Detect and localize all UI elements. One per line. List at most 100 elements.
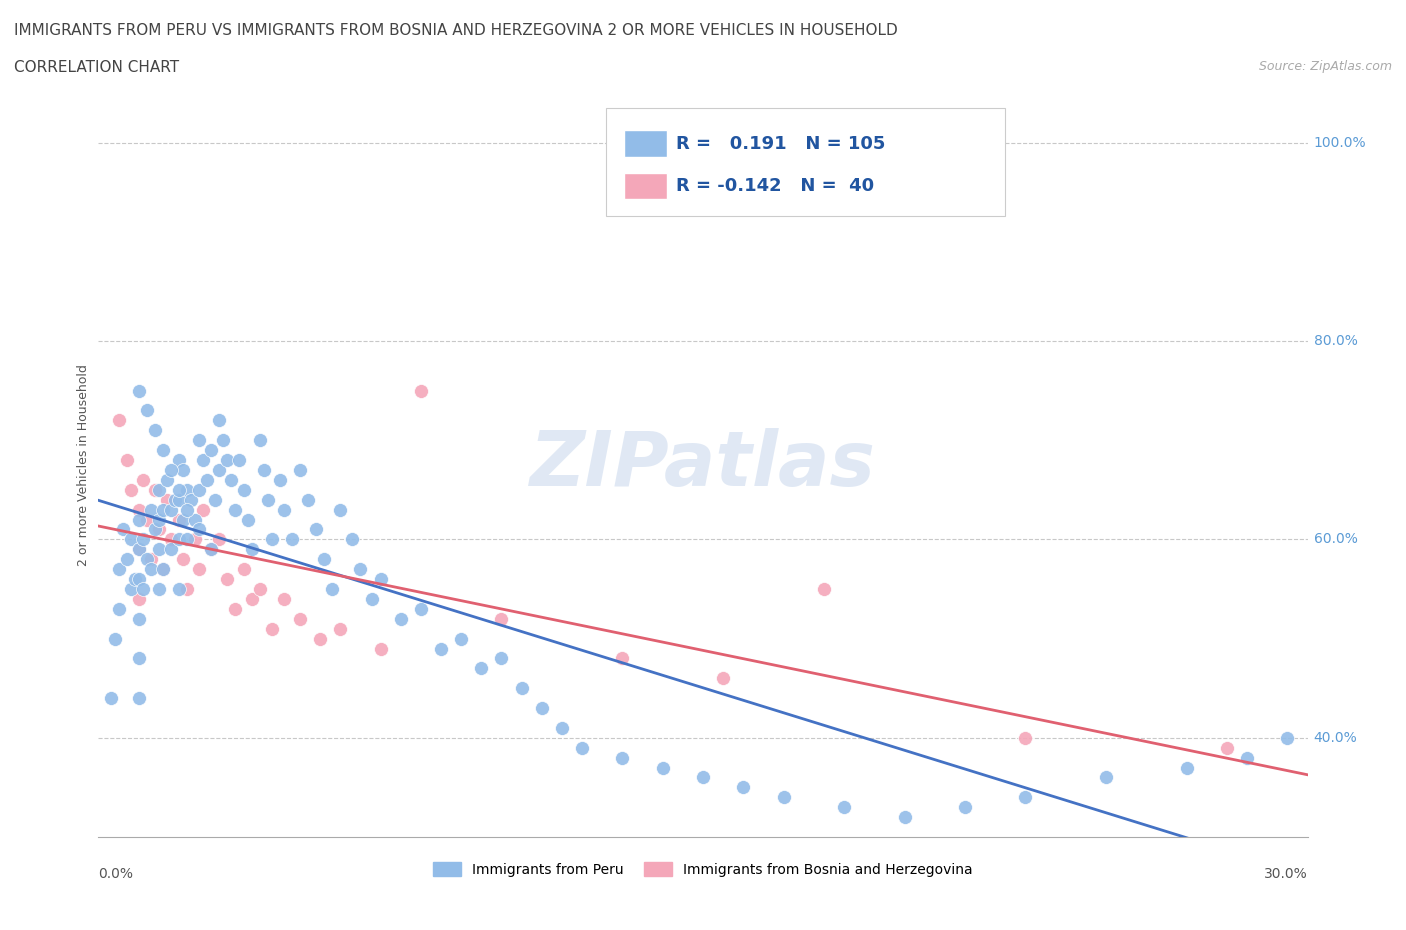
Point (163, 492, 186, 507)
Legend: Immigrants from Peru, Immigrants from Bosnia and Herzegovina: Immigrants from Peru, Immigrants from Bo… (427, 857, 979, 883)
Point (309, 631, 332, 646)
Point (128, 502, 150, 517)
Text: 40.0%: 40.0% (1313, 731, 1357, 745)
Point (288, 462, 311, 477)
Point (329, 502, 352, 517)
Point (240, 591, 263, 606)
Bar (624, 130, 666, 157)
Point (128, 691, 150, 706)
Point (430, 641, 453, 656)
Point (100, 691, 122, 706)
Point (111, 522, 134, 537)
Text: 100.0%: 100.0% (1313, 136, 1367, 150)
Point (236, 512, 259, 527)
Point (193, 502, 215, 517)
Point (893, 810, 915, 825)
Point (228, 453, 250, 468)
Point (193, 453, 215, 468)
Point (132, 532, 155, 547)
Point (128, 651, 150, 666)
Point (167, 581, 190, 596)
Point (253, 462, 276, 477)
Point (612, 651, 634, 666)
Text: 0.0%: 0.0% (98, 867, 134, 881)
Point (1277, 730, 1299, 745)
Point (221, 472, 243, 487)
Point (176, 581, 198, 596)
Text: R = -0.142   N =  40: R = -0.142 N = 40 (676, 177, 875, 195)
Point (1216, 740, 1239, 755)
Text: 60.0%: 60.0% (1313, 532, 1358, 547)
Point (167, 512, 190, 527)
Point (409, 602, 432, 617)
Point (143, 423, 166, 438)
Point (128, 542, 150, 557)
Point (143, 483, 166, 498)
Point (160, 502, 183, 517)
Point (249, 581, 271, 596)
Point (167, 532, 190, 547)
Point (132, 581, 155, 596)
Point (128, 542, 150, 557)
Point (148, 512, 170, 527)
Point (370, 641, 392, 656)
Point (269, 472, 291, 487)
Y-axis label: 2 or more Vehicles in Household: 2 or more Vehicles in Household (77, 364, 90, 566)
Point (172, 512, 194, 527)
Point (733, 780, 755, 795)
Point (128, 611, 150, 626)
Point (195, 472, 218, 487)
Point (152, 562, 174, 577)
Point (314, 551, 336, 566)
Point (208, 462, 231, 477)
Point (208, 413, 231, 428)
Text: CORRELATION CHART: CORRELATION CHART (14, 60, 179, 75)
Point (115, 453, 138, 468)
Point (349, 562, 371, 577)
Point (167, 453, 190, 468)
Point (148, 542, 170, 557)
Point (491, 651, 513, 666)
Point (176, 502, 198, 517)
Point (120, 532, 142, 547)
Point (612, 751, 634, 765)
Point (103, 631, 125, 646)
Point (1014, 730, 1036, 745)
Point (148, 483, 170, 498)
Text: IMMIGRANTS FROM PERU VS IMMIGRANTS FROM BOSNIA AND HERZEGOVINA 2 OR MORE VEHICLE: IMMIGRANTS FROM PERU VS IMMIGRANTS FROM … (14, 23, 898, 38)
Point (389, 611, 412, 626)
Point (772, 790, 794, 804)
Point (152, 562, 174, 577)
Point (188, 522, 211, 537)
Point (172, 551, 194, 566)
Point (571, 740, 593, 755)
Point (551, 721, 574, 736)
Point (224, 602, 246, 617)
Point (135, 551, 157, 566)
Point (361, 591, 384, 606)
Point (217, 453, 239, 468)
Point (329, 621, 352, 636)
Point (232, 562, 254, 577)
Point (200, 542, 222, 557)
Point (651, 760, 673, 775)
Point (813, 581, 835, 596)
Point (152, 443, 174, 458)
Point (167, 483, 190, 498)
Point (217, 572, 239, 587)
Bar (624, 173, 666, 199)
Point (188, 562, 211, 577)
Text: 80.0%: 80.0% (1313, 334, 1358, 348)
Point (135, 512, 157, 527)
Point (160, 462, 183, 477)
Point (184, 512, 207, 527)
Point (128, 591, 150, 606)
Point (120, 581, 142, 596)
Point (107, 602, 129, 617)
Point (530, 700, 553, 715)
Point (176, 532, 198, 547)
Point (409, 383, 432, 398)
Point (256, 492, 278, 507)
Point (288, 611, 311, 626)
Point (1175, 760, 1198, 775)
